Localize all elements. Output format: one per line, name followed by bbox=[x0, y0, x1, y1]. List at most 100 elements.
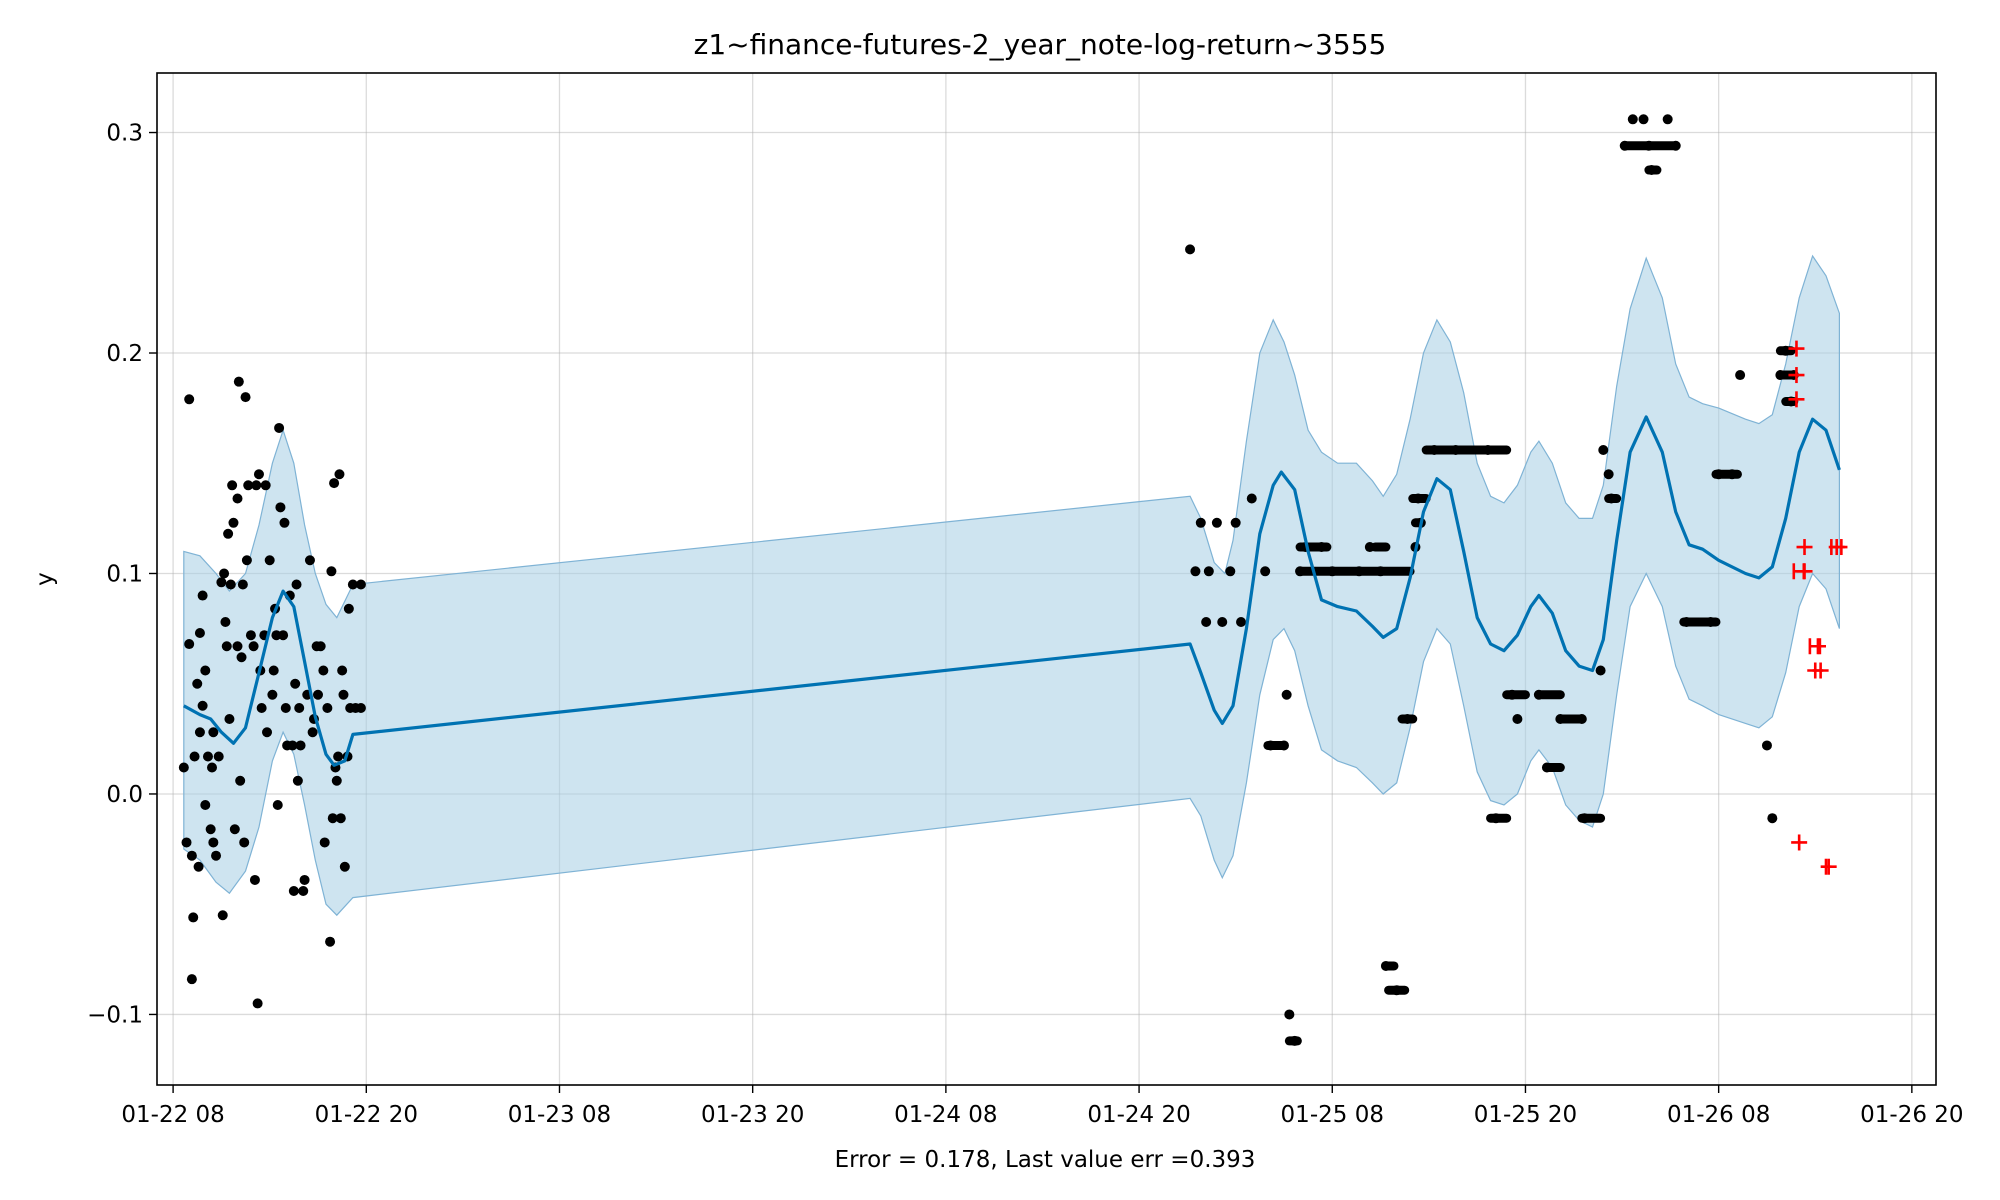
y-tick-label: 0.3 bbox=[106, 121, 143, 147]
forecast-line bbox=[183, 415, 1841, 767]
observed-point bbox=[291, 579, 302, 590]
observed-point bbox=[208, 837, 219, 848]
chart-title: z1~finance-futures-2_year_note-log-retur… bbox=[694, 28, 1387, 61]
observed-point bbox=[1598, 445, 1609, 456]
observed-point bbox=[299, 874, 310, 885]
observed-point bbox=[1195, 517, 1206, 528]
observed-point bbox=[1780, 345, 1791, 356]
observed-point bbox=[193, 861, 204, 872]
observed-point bbox=[298, 885, 309, 896]
observed-point bbox=[1316, 542, 1327, 553]
observed-point bbox=[1265, 740, 1276, 751]
observed-point bbox=[252, 998, 263, 1009]
observed-point bbox=[202, 751, 213, 762]
observed-point bbox=[1225, 566, 1236, 577]
observed-point bbox=[1595, 665, 1606, 676]
observed-point bbox=[343, 603, 354, 614]
uncertainty-band bbox=[183, 254, 1840, 917]
observed-point bbox=[229, 824, 240, 835]
observed-point bbox=[249, 874, 260, 885]
observed-point bbox=[280, 702, 291, 713]
x-tick-label: 01-24 08 bbox=[894, 1102, 997, 1128]
observed-point bbox=[192, 678, 203, 689]
observed-point bbox=[189, 751, 200, 762]
observed-point bbox=[1217, 616, 1228, 627]
observed-point bbox=[1662, 114, 1673, 125]
observed-point bbox=[245, 630, 256, 641]
observed-point bbox=[1281, 689, 1292, 700]
observed-point bbox=[181, 837, 192, 848]
observed-point bbox=[208, 727, 219, 738]
observed-point bbox=[194, 727, 205, 738]
observed-point bbox=[240, 392, 251, 403]
observed-point bbox=[1541, 762, 1552, 773]
observed-point bbox=[338, 689, 349, 700]
x-tick-label: 01-23 08 bbox=[508, 1102, 611, 1128]
observed-point bbox=[318, 665, 329, 676]
observed-point bbox=[205, 824, 216, 835]
observed-point bbox=[319, 837, 330, 848]
observed-point bbox=[292, 775, 303, 786]
observed-point bbox=[184, 639, 195, 650]
observed-point bbox=[228, 517, 239, 528]
observed-point bbox=[1230, 517, 1241, 528]
holdout-point bbox=[1812, 662, 1829, 679]
x-tick-label: 01-26 20 bbox=[1860, 1102, 1963, 1128]
observed-point bbox=[1402, 714, 1413, 725]
holdout-point bbox=[1828, 539, 1845, 556]
observed-point bbox=[1767, 813, 1778, 824]
observed-point bbox=[1236, 616, 1247, 627]
observed-point bbox=[1775, 370, 1786, 381]
holdout-point bbox=[1791, 834, 1808, 851]
observed-point bbox=[1713, 469, 1724, 480]
observed-point bbox=[1429, 445, 1440, 456]
uncertainty-band-area bbox=[183, 254, 1840, 917]
observed-point bbox=[335, 813, 346, 824]
y-axis-label: y bbox=[32, 572, 58, 586]
observed-point bbox=[1203, 566, 1214, 577]
observed-point bbox=[1638, 114, 1649, 125]
observed-point bbox=[225, 579, 236, 590]
observed-point bbox=[322, 702, 333, 713]
observed-point bbox=[1295, 566, 1306, 577]
observed-point bbox=[333, 751, 344, 762]
observed-point bbox=[1735, 370, 1746, 381]
observed-point bbox=[337, 665, 348, 676]
observed-point bbox=[248, 641, 259, 652]
x-tick-label: 01-22 20 bbox=[315, 1102, 418, 1128]
holdout-point bbox=[1788, 340, 1805, 357]
observed-point bbox=[1603, 469, 1614, 480]
y-tick-label: −0.1 bbox=[87, 1002, 143, 1028]
observed-point bbox=[1185, 244, 1196, 255]
holdout-point bbox=[1796, 563, 1813, 580]
observed-point bbox=[219, 568, 230, 579]
y-tick-label: 0.2 bbox=[106, 341, 143, 367]
y-tick-label: 0.1 bbox=[106, 561, 143, 587]
observed-point bbox=[1201, 616, 1212, 627]
observed-point bbox=[279, 517, 290, 528]
observed-point bbox=[294, 702, 305, 713]
observed-point bbox=[186, 974, 197, 985]
holdout-point bbox=[1788, 367, 1805, 384]
observed-point bbox=[220, 616, 231, 627]
observed-point bbox=[253, 469, 264, 480]
holdout-point bbox=[1788, 391, 1805, 408]
observed-point bbox=[213, 751, 224, 762]
plot-frame bbox=[156, 72, 1937, 1086]
holdout-point bbox=[1796, 539, 1813, 556]
observed-point bbox=[334, 469, 345, 480]
observed-point bbox=[304, 555, 315, 566]
observed-point bbox=[227, 480, 238, 491]
observed-point bbox=[290, 678, 301, 689]
observed-point bbox=[275, 502, 286, 513]
observed-point bbox=[1533, 689, 1544, 700]
x-tick-label: 01-26 08 bbox=[1667, 1102, 1770, 1128]
observed-point bbox=[1627, 114, 1638, 125]
observed-point bbox=[197, 700, 208, 711]
observed-point bbox=[188, 912, 199, 923]
observed-point bbox=[1579, 813, 1590, 824]
x-axis: 01-22 08 01-22 20 01-23 08 01-23 20 01-24 08… bbox=[121, 1085, 1964, 1128]
observed-point bbox=[1576, 714, 1587, 725]
observed-point bbox=[233, 376, 244, 387]
observed-point bbox=[1670, 140, 1681, 151]
